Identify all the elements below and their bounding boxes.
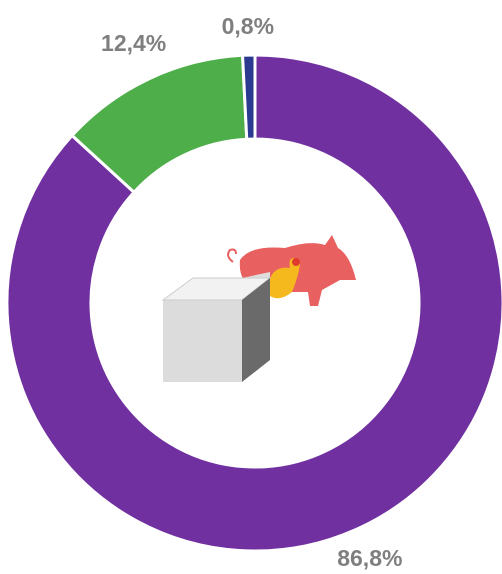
value-label: 12,4% (101, 30, 166, 56)
pig-tail (228, 250, 236, 263)
chart: 86,8% 12,4% 0,8% (0, 0, 502, 574)
cube-front (163, 300, 242, 382)
center-icon (163, 235, 356, 382)
value-label: 86,8% (337, 545, 402, 571)
chicken-comb (292, 258, 300, 266)
page: 86,8%12,4%0,8% (() => { const data = JSO… (0, 0, 502, 574)
value-label: 0,8% (222, 13, 274, 39)
